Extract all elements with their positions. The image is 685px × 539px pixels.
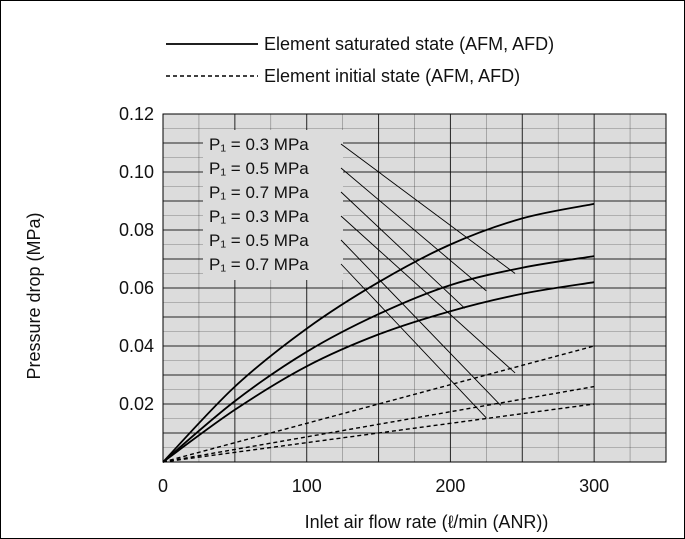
annotation-leader-4: [340, 215, 516, 374]
x-tick-label: 0: [158, 476, 168, 496]
annotation-label-5: P₁ = 0.5 MPa: [209, 231, 309, 250]
series-line-saturated-2: [162, 255, 595, 463]
legend-label-dashed: Element initial state (AFM, AFD): [264, 66, 520, 86]
legend: Element saturated state (AFM, AFD) Elemen…: [166, 34, 554, 86]
annotation-label-6: P₁ = 0.7 MPa: [209, 255, 309, 274]
annotation-label-3: P₁ = 0.7 MPa: [209, 183, 309, 202]
annotation-leader-2: [340, 167, 487, 292]
y-tick-label: 0.02: [119, 394, 154, 414]
x-tick-label: 300: [579, 476, 609, 496]
tick-labels: 0 100 200 300 0.02 0.04 0.06 0.08 0.10 0.12: [119, 104, 609, 496]
series-line-initial-5: [162, 385, 595, 463]
y-axis-label: Pressure drop (MPa): [24, 212, 44, 379]
series-line-initial-6: [162, 403, 595, 463]
y-tick-label: 0.04: [119, 336, 154, 356]
series-lines: [162, 203, 595, 463]
y-tick-label: 0.10: [119, 162, 154, 182]
annotation-leader-1: [340, 143, 516, 274]
annotation-box: [203, 130, 343, 280]
annotation-leader-5: [340, 239, 502, 406]
series-line-saturated-1: [162, 203, 595, 463]
y-tick-label: 0.08: [119, 220, 154, 240]
annotation-leader-6: [340, 263, 487, 419]
annotations: P₁ = 0.3 MPa P₁ = 0.5 MPa P₁ = 0.7 MPa P₁ =…: [203, 130, 516, 419]
legend-label-solid: Element saturated state (AFM, AFD): [264, 34, 554, 54]
y-tick-label: 0.06: [119, 278, 154, 298]
x-tick-label: 200: [435, 476, 465, 496]
x-tick-label: 100: [292, 476, 322, 496]
annotation-label-1: P₁ = 0.3 MPa: [209, 135, 309, 154]
annotation-leader-3: [340, 191, 466, 309]
x-axis-label: Inlet air flow rate (ℓ/min (ANR)): [305, 512, 549, 532]
series-line-saturated-3: [162, 281, 595, 463]
series-line-initial-4: [162, 345, 595, 463]
y-tick-label: 0.12: [119, 104, 154, 124]
annotation-label-4: P₁ = 0.3 MPa: [209, 207, 309, 226]
annotation-label-2: P₁ = 0.5 MPa: [209, 159, 309, 178]
